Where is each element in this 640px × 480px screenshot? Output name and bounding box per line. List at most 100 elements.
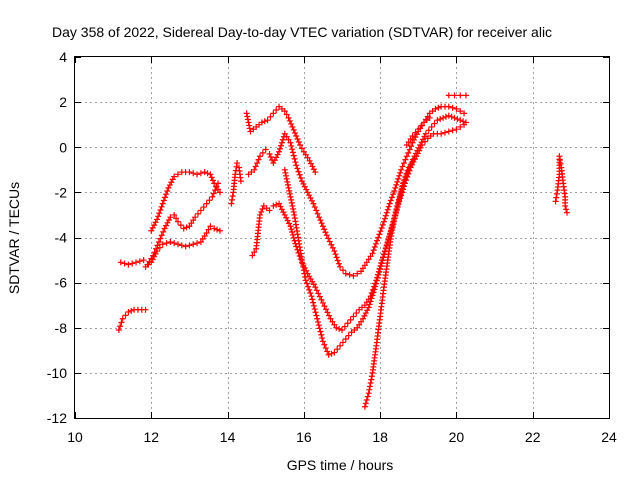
data-point bbox=[412, 129, 419, 136]
data-point bbox=[171, 173, 178, 180]
data-point bbox=[157, 235, 164, 242]
data-point bbox=[300, 267, 307, 274]
data-point bbox=[310, 200, 317, 207]
data-point bbox=[331, 321, 338, 328]
data-point bbox=[379, 257, 386, 264]
data-point bbox=[362, 400, 369, 407]
data-point bbox=[186, 242, 193, 249]
data-point bbox=[122, 312, 129, 319]
data-point bbox=[393, 205, 400, 212]
data-point bbox=[280, 209, 287, 216]
data-series bbox=[445, 92, 469, 99]
data-point bbox=[313, 207, 320, 214]
data-point bbox=[373, 280, 380, 287]
data-point bbox=[409, 158, 416, 165]
data-point bbox=[249, 252, 256, 259]
data-point bbox=[293, 162, 300, 169]
data-point bbox=[365, 304, 372, 311]
data-point bbox=[194, 171, 201, 178]
data-point bbox=[246, 122, 253, 129]
data-point bbox=[304, 154, 311, 161]
data-point bbox=[215, 186, 222, 193]
data-point bbox=[375, 234, 382, 241]
data-point bbox=[259, 149, 266, 156]
data-point bbox=[281, 211, 288, 218]
data-point bbox=[281, 166, 288, 173]
data-point bbox=[329, 244, 336, 251]
data-point bbox=[390, 191, 397, 198]
data-point bbox=[562, 202, 569, 209]
data-point bbox=[254, 160, 261, 167]
data-point bbox=[339, 327, 345, 334]
data-point bbox=[156, 210, 163, 217]
data-point bbox=[319, 299, 326, 306]
data-point bbox=[435, 104, 442, 111]
data-point bbox=[337, 342, 344, 349]
data-point bbox=[461, 110, 468, 117]
data-point bbox=[363, 259, 370, 266]
data-point bbox=[278, 139, 285, 146]
data-point bbox=[165, 184, 172, 191]
data-point bbox=[295, 138, 302, 145]
data-point bbox=[358, 318, 365, 325]
data-point bbox=[251, 249, 258, 256]
data-point bbox=[308, 160, 315, 167]
data-point bbox=[410, 136, 417, 143]
data-point bbox=[329, 318, 336, 325]
data-point bbox=[407, 135, 414, 142]
data-point bbox=[192, 214, 199, 221]
data-point bbox=[284, 217, 291, 224]
data-point bbox=[158, 232, 165, 239]
data-point bbox=[300, 148, 307, 155]
data-point bbox=[369, 292, 376, 299]
data-point bbox=[318, 296, 325, 303]
data-point bbox=[186, 223, 193, 230]
data-point bbox=[315, 322, 322, 329]
data-point bbox=[210, 190, 217, 197]
data-point bbox=[266, 151, 273, 158]
data-point bbox=[317, 328, 324, 335]
data-point bbox=[325, 351, 332, 358]
data-point bbox=[379, 221, 386, 228]
data-point bbox=[556, 153, 563, 160]
data-point bbox=[462, 119, 469, 126]
data-point bbox=[365, 256, 372, 263]
data-point bbox=[366, 301, 373, 308]
data-point bbox=[211, 225, 218, 232]
data-point bbox=[557, 157, 564, 164]
data-point bbox=[422, 116, 429, 123]
data-point bbox=[148, 255, 155, 262]
data-point bbox=[393, 208, 400, 215]
data-point bbox=[199, 236, 206, 243]
y-tick-label: -10 bbox=[47, 365, 67, 381]
data-point bbox=[341, 323, 348, 330]
data-point bbox=[144, 261, 151, 268]
data-point bbox=[418, 139, 425, 146]
data-point bbox=[212, 187, 219, 194]
data-point bbox=[289, 146, 296, 153]
data-point bbox=[173, 215, 180, 222]
data-point bbox=[273, 201, 280, 208]
data-point bbox=[183, 224, 190, 231]
data-point bbox=[331, 248, 338, 255]
data-point bbox=[353, 310, 360, 317]
data-point bbox=[392, 211, 399, 218]
data-point bbox=[316, 214, 323, 221]
data-point bbox=[426, 114, 433, 121]
data-point bbox=[295, 168, 302, 175]
data-point bbox=[395, 199, 402, 206]
data-point bbox=[289, 229, 296, 236]
data-point bbox=[321, 226, 328, 233]
data-point bbox=[322, 229, 329, 236]
data-point bbox=[281, 108, 288, 115]
data-point bbox=[398, 166, 405, 173]
data-point bbox=[396, 193, 403, 200]
data-point bbox=[308, 197, 315, 204]
data-point bbox=[373, 277, 380, 284]
data-point bbox=[312, 284, 319, 291]
data-point bbox=[251, 166, 258, 173]
data-point bbox=[270, 110, 277, 117]
data-point bbox=[294, 165, 301, 172]
data-point bbox=[195, 210, 202, 217]
data-point bbox=[323, 232, 330, 239]
